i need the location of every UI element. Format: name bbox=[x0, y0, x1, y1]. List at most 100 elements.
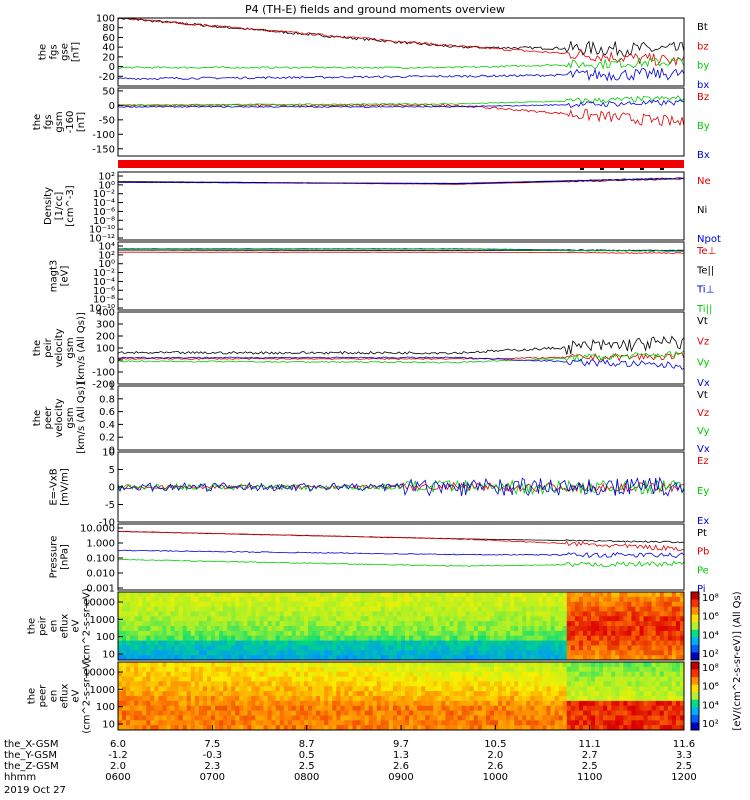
spec-cell bbox=[235, 611, 240, 617]
spec-cell bbox=[223, 715, 228, 721]
spec-cell bbox=[372, 691, 378, 697]
spec-cell bbox=[376, 725, 382, 731]
spec-cell bbox=[312, 666, 317, 673]
spec-cell bbox=[202, 606, 208, 612]
spec-cell bbox=[429, 611, 434, 617]
spec-cell bbox=[255, 621, 260, 627]
spec-cell bbox=[485, 691, 491, 697]
spec-cell bbox=[599, 686, 604, 692]
spec-cell bbox=[514, 691, 519, 697]
spec-cell bbox=[469, 596, 475, 603]
spec-cell bbox=[206, 601, 212, 607]
spec-cell bbox=[607, 700, 612, 707]
spec-cell bbox=[493, 710, 499, 716]
spec-cell bbox=[283, 650, 289, 656]
spec-cell bbox=[607, 621, 612, 627]
spec-cell bbox=[239, 681, 244, 687]
spec-cell bbox=[493, 601, 499, 607]
spec-cell bbox=[530, 596, 535, 603]
panel-frame bbox=[117, 523, 685, 591]
spec-cell bbox=[405, 710, 410, 716]
spec-cell bbox=[510, 700, 515, 707]
spec-cell bbox=[384, 686, 390, 692]
spec-cell bbox=[631, 630, 636, 637]
spec-cell bbox=[635, 596, 640, 603]
spec-cell bbox=[210, 696, 216, 702]
spec-cell bbox=[542, 725, 547, 731]
spec-cell bbox=[247, 630, 252, 637]
spec-cell bbox=[130, 671, 135, 677]
spec-cell bbox=[635, 645, 640, 651]
spec-cell bbox=[433, 696, 438, 702]
spec-cell bbox=[360, 676, 366, 682]
spec-cell bbox=[498, 700, 503, 707]
spec-cell bbox=[603, 611, 608, 617]
spec-cell bbox=[138, 691, 143, 697]
spec-cell bbox=[449, 645, 454, 651]
spec-cell bbox=[498, 640, 503, 646]
spec-cell bbox=[206, 715, 212, 721]
spec-cell bbox=[392, 655, 398, 661]
spec-cell bbox=[489, 681, 495, 687]
spec-cell bbox=[299, 705, 305, 711]
spec-cell bbox=[449, 705, 454, 711]
spec-cell bbox=[611, 681, 616, 687]
spec-cell bbox=[538, 715, 543, 721]
spec-cell bbox=[364, 705, 370, 711]
spec-cell bbox=[425, 596, 430, 603]
spec-cell bbox=[485, 715, 491, 721]
spec-cell bbox=[368, 601, 374, 607]
spec-cell bbox=[401, 681, 406, 687]
spec-cell bbox=[396, 601, 402, 607]
spec-cell bbox=[401, 696, 406, 702]
spec-cell bbox=[275, 681, 281, 687]
spec-cell bbox=[142, 662, 147, 668]
spec-cell bbox=[154, 681, 159, 687]
spec-cell bbox=[461, 715, 467, 721]
spec-cell bbox=[647, 616, 653, 622]
spec-cell bbox=[401, 630, 406, 637]
spec-cell bbox=[392, 592, 398, 598]
spec-cell bbox=[154, 611, 159, 617]
spec-cell bbox=[449, 640, 454, 646]
spec-cell bbox=[493, 671, 499, 677]
spec-cell bbox=[409, 601, 414, 607]
colorbar-swatch bbox=[691, 722, 699, 731]
spec-cell bbox=[320, 596, 325, 603]
spec-cell bbox=[150, 606, 155, 612]
spec-cell bbox=[291, 626, 297, 632]
spec-cell bbox=[303, 720, 309, 726]
spec-cell bbox=[154, 596, 159, 603]
spec-cell bbox=[210, 640, 216, 646]
spec-cell bbox=[198, 626, 204, 632]
spec-cell bbox=[679, 700, 685, 707]
spec-cell bbox=[231, 705, 236, 711]
spec-cell bbox=[134, 700, 139, 707]
spec-cell bbox=[518, 666, 523, 673]
spec-cell bbox=[558, 635, 564, 641]
spec-cell bbox=[380, 720, 386, 726]
spec-cell bbox=[607, 645, 612, 651]
spec-cell bbox=[122, 686, 127, 692]
spec-cell bbox=[332, 640, 337, 646]
spec-cell bbox=[219, 676, 224, 682]
spec-cell bbox=[263, 715, 268, 721]
spec-cell bbox=[243, 700, 248, 707]
spec-cell bbox=[651, 626, 657, 632]
spec-cell bbox=[502, 640, 507, 646]
spec-cell bbox=[158, 626, 163, 632]
spec-cell bbox=[554, 655, 560, 661]
spec-cell bbox=[574, 725, 580, 731]
spec-cell bbox=[570, 616, 576, 622]
spec-cell bbox=[526, 626, 531, 632]
spec-cell bbox=[675, 715, 681, 721]
spec-cell bbox=[190, 671, 196, 677]
spec-cell bbox=[558, 725, 564, 731]
spec-cell bbox=[465, 691, 471, 697]
ytick-label: 10⁻⁸ bbox=[93, 216, 115, 227]
spec-cell bbox=[356, 681, 361, 687]
spec-cell bbox=[328, 715, 333, 721]
spec-cell bbox=[162, 700, 167, 707]
spec-cell bbox=[126, 671, 131, 677]
spec-cell bbox=[336, 710, 341, 716]
